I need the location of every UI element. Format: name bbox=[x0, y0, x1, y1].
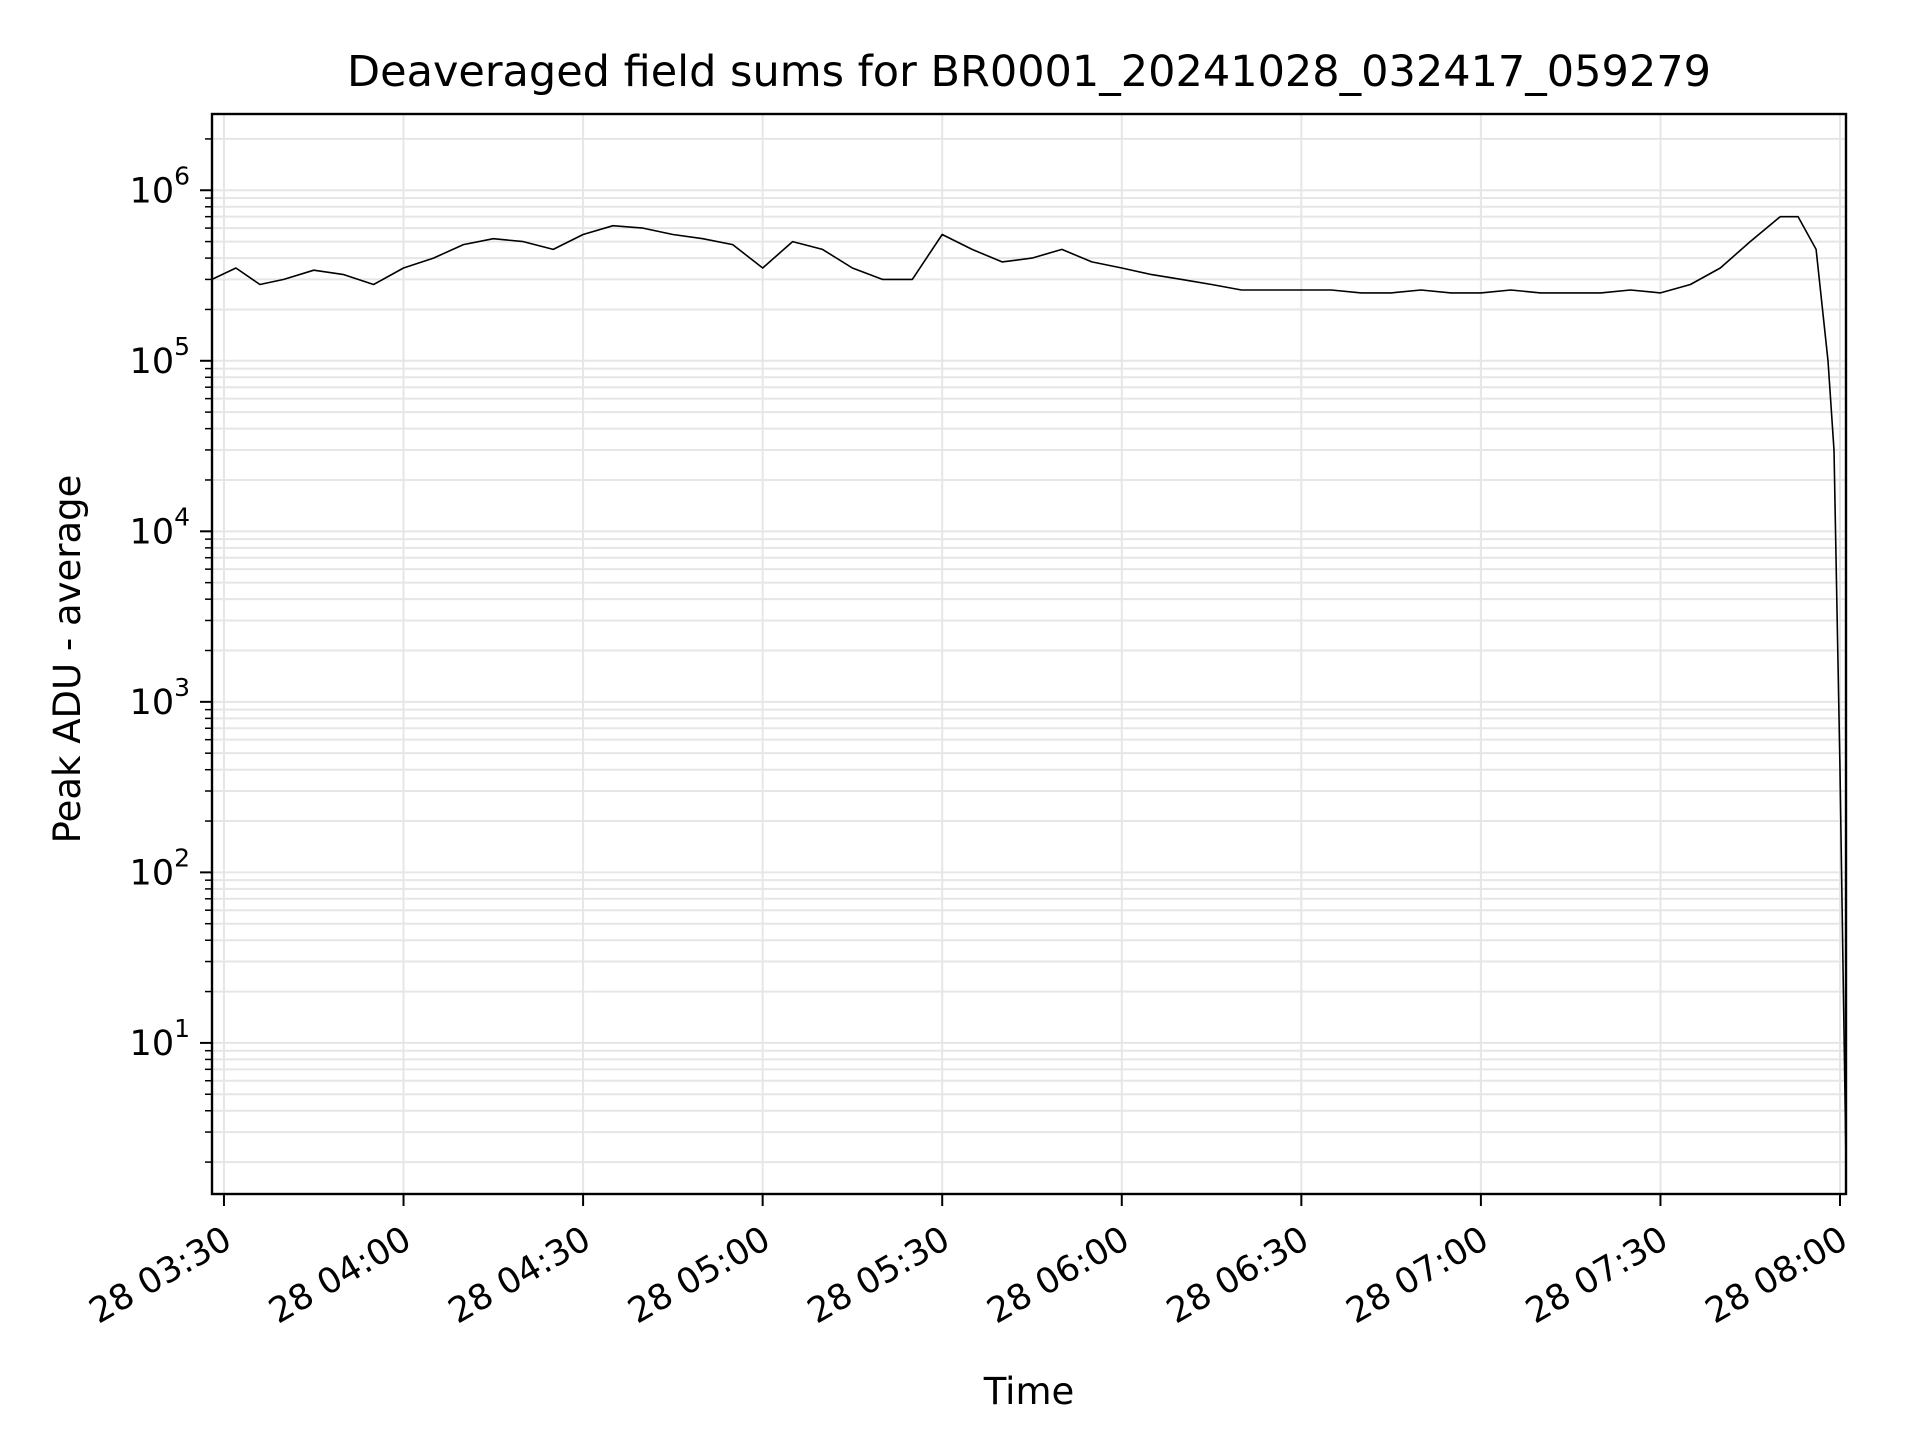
y-tick-base: 10 bbox=[130, 512, 175, 552]
y-tick-label: 104 bbox=[130, 502, 190, 552]
y-tick-exponent: 2 bbox=[174, 843, 190, 872]
y-tick-base: 10 bbox=[130, 171, 175, 211]
y-tick-label: 101 bbox=[130, 1014, 190, 1064]
x-axis-label: Time bbox=[983, 1370, 1075, 1413]
y-axis-label: Peak ADU - average bbox=[46, 475, 89, 844]
grid bbox=[212, 114, 1846, 1194]
y-tick-exponent: 6 bbox=[174, 161, 190, 190]
y-tick-base: 10 bbox=[130, 1024, 175, 1064]
y-tick-label: 103 bbox=[130, 673, 190, 723]
y-tick-base: 10 bbox=[130, 853, 175, 893]
y-tick-exponent: 1 bbox=[174, 1014, 190, 1043]
y-tick-exponent: 4 bbox=[174, 502, 190, 531]
chart-title: Deaveraged field sums for BR0001_2024102… bbox=[347, 47, 1711, 97]
plot-frame bbox=[210, 112, 1848, 1196]
series-line bbox=[211, 215, 1847, 1163]
y-tick-exponent: 5 bbox=[174, 332, 190, 361]
series-layer bbox=[211, 215, 1847, 1163]
y-tick-base: 10 bbox=[130, 683, 175, 723]
y-tick-base: 10 bbox=[130, 342, 175, 382]
y-tick-label: 106 bbox=[130, 161, 190, 211]
y-tick-label: 102 bbox=[130, 843, 190, 893]
y-tick-label: 105 bbox=[130, 332, 190, 382]
y-tick-exponent: 3 bbox=[174, 673, 190, 702]
